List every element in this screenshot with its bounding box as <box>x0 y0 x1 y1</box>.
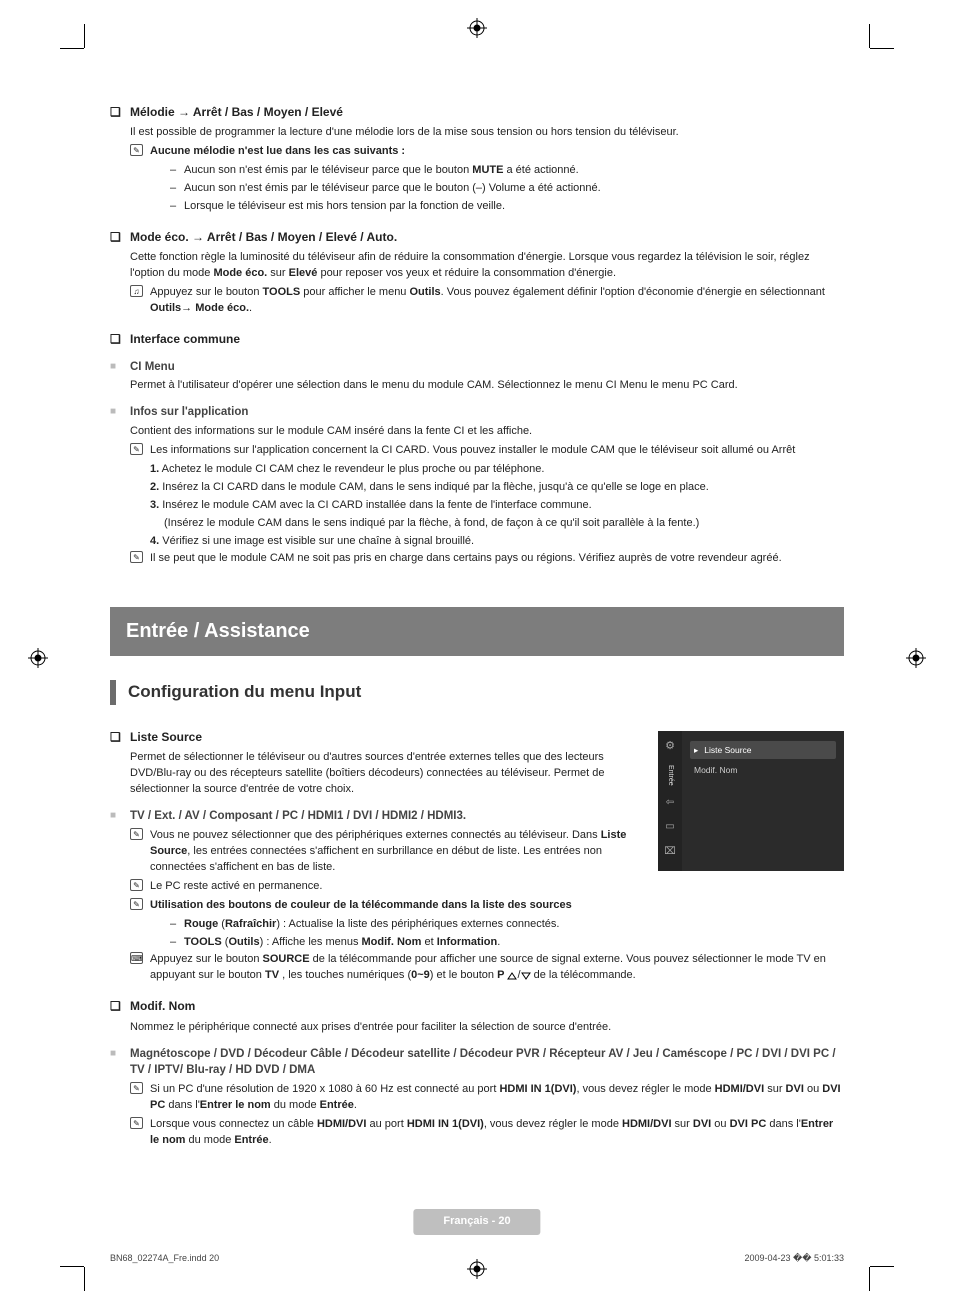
melodie-bullets: Aucun son n'est émis par le téléviseur p… <box>170 163 844 215</box>
remote-icon: ⌨ <box>130 952 143 964</box>
crop-mark <box>84 24 85 48</box>
section-banner: Entrée / Assistance <box>110 607 844 656</box>
page-content: Mélodie → Arrêt / Bas / Moyen / Elevé Il… <box>110 90 844 1245</box>
heading-eco: Mode éco. → Arrêt / Bas / Moyen / Elevé … <box>110 229 844 246</box>
ic-steps: 1. Achetez le module CI CAM chez le reve… <box>150 462 844 550</box>
registration-mark-icon <box>28 648 48 668</box>
list-item: Rouge (Rafraîchir) : Actualise la liste … <box>170 917 844 933</box>
osd-item: Modif. Nom <box>690 761 836 779</box>
heading-liste-source: Liste Source <box>110 729 844 746</box>
crop-mark <box>60 1266 84 1267</box>
note-icon: ✎ <box>130 898 143 910</box>
eco-intro: Cette fonction règle la luminosité du té… <box>130 250 844 282</box>
list-item: 4. Vérifiez si une image est visible sur… <box>150 534 844 550</box>
melodie-note-title: Aucune mélodie n'est lue dans les cas su… <box>150 145 405 157</box>
heading-modif-nom: Modif. Nom <box>110 998 844 1015</box>
note-icon: ✎ <box>130 1082 143 1094</box>
registration-mark-icon <box>467 18 487 38</box>
note-icon: ✎ <box>130 1117 143 1129</box>
note-icon: ✎ <box>130 443 143 455</box>
note-icon: ✎ <box>130 879 143 891</box>
liste-note2: ✎ Le PC reste activé en permanence. <box>130 879 844 895</box>
list-item: 1. Achetez le module CI CAM chez le reve… <box>150 462 844 478</box>
modif-intro: Nommez le périphérique connecté aux pris… <box>130 1020 844 1036</box>
osd-side-label: Entrée <box>665 765 675 786</box>
list-item: Lorsque le téléviseur est mis hors tensi… <box>170 199 844 215</box>
list-item: 3. Insérez le module CAM avec la CI CARD… <box>150 498 844 514</box>
subheading-infos: Infos sur l'application <box>110 404 844 421</box>
heading-interface-commune: Interface commune <box>110 331 844 348</box>
list-item: (Insérez le module CAM dans le sens indi… <box>150 516 844 532</box>
footer-timestamp: 2009-04-23 �� 5:01:33 <box>744 1252 844 1265</box>
subheading-devices: Magnétoscope / DVD / Décodeur Câble / Dé… <box>110 1046 844 1079</box>
note-icon: ✎ <box>130 828 143 840</box>
crop-mark <box>870 1266 894 1267</box>
liste-intro: Permet de sélectionner le téléviseur ou … <box>130 750 644 798</box>
modif-note2: ✎ Lorsque vous connectez un câble HDMI/D… <box>130 1117 844 1149</box>
eco-tools-note: ♫ Appuyez sur le bouton TOOLS pour affic… <box>130 285 844 317</box>
tools-icon: ♫ <box>130 285 143 297</box>
list-item: Aucun son n'est émis par le téléviseur p… <box>170 163 844 179</box>
list-item: 2. Insérez la CI CARD dans le module CAM… <box>150 480 844 496</box>
crop-mark <box>60 48 84 49</box>
heading-melodie: Mélodie → Arrêt / Bas / Moyen / Elevé <box>110 104 844 121</box>
modif-note1: ✎ Si un PC d'une résolution de 1920 x 10… <box>130 1082 844 1114</box>
down-arrow-icon <box>521 972 531 980</box>
ci-menu-text: Permet à l'utilisateur d'opérer une séle… <box>130 378 844 394</box>
subheading-sources: TV / Ext. / AV / Composant / PC / HDMI1 … <box>110 808 844 825</box>
up-arrow-icon <box>507 972 517 980</box>
registration-mark-icon <box>467 1259 487 1279</box>
list-item: Aucun son n'est émis par le téléviseur p… <box>170 181 844 197</box>
list-item: TOOLS (Outils) : Affiche les menus Modif… <box>170 935 844 951</box>
melodie-intro: Il est possible de programmer la lecture… <box>130 125 844 141</box>
ic-note2: ✎ Il se peut que le module CAM ne soit p… <box>130 551 844 567</box>
melodie-note: ✎ Aucune mélodie n'est lue dans les cas … <box>130 144 844 160</box>
section-subtitle: Configuration du menu Input <box>110 680 844 705</box>
crop-mark <box>869 24 870 48</box>
liste-note3: ✎ Utilisation des boutons de couleur de … <box>130 898 844 914</box>
crop-mark <box>870 48 894 49</box>
liste-note1: ✎ Vous ne pouvez sélectionner que des pé… <box>130 828 844 876</box>
subheading-ci-menu: CI Menu <box>110 359 844 376</box>
liste-source-note: ⌨ Appuyez sur le bouton SOURCE de la tél… <box>130 952 844 984</box>
page-number-pill: Français - 20 <box>413 1209 540 1235</box>
crop-mark <box>869 1267 870 1291</box>
note-icon: ✎ <box>130 551 143 563</box>
liste-color-buttons: Rouge (Rafraîchir) : Actualise la liste … <box>170 917 844 951</box>
crop-mark <box>84 1267 85 1291</box>
osd-item-label: Modif. Nom <box>694 764 737 776</box>
ic-note1: ✎ Les informations sur l'application con… <box>130 443 844 459</box>
registration-mark-icon <box>906 648 926 668</box>
footer-filename: BN68_02274A_Fre.indd 20 <box>110 1252 219 1265</box>
note-icon: ✎ <box>130 144 143 156</box>
infos-text: Contient des informations sur le module … <box>130 424 844 440</box>
